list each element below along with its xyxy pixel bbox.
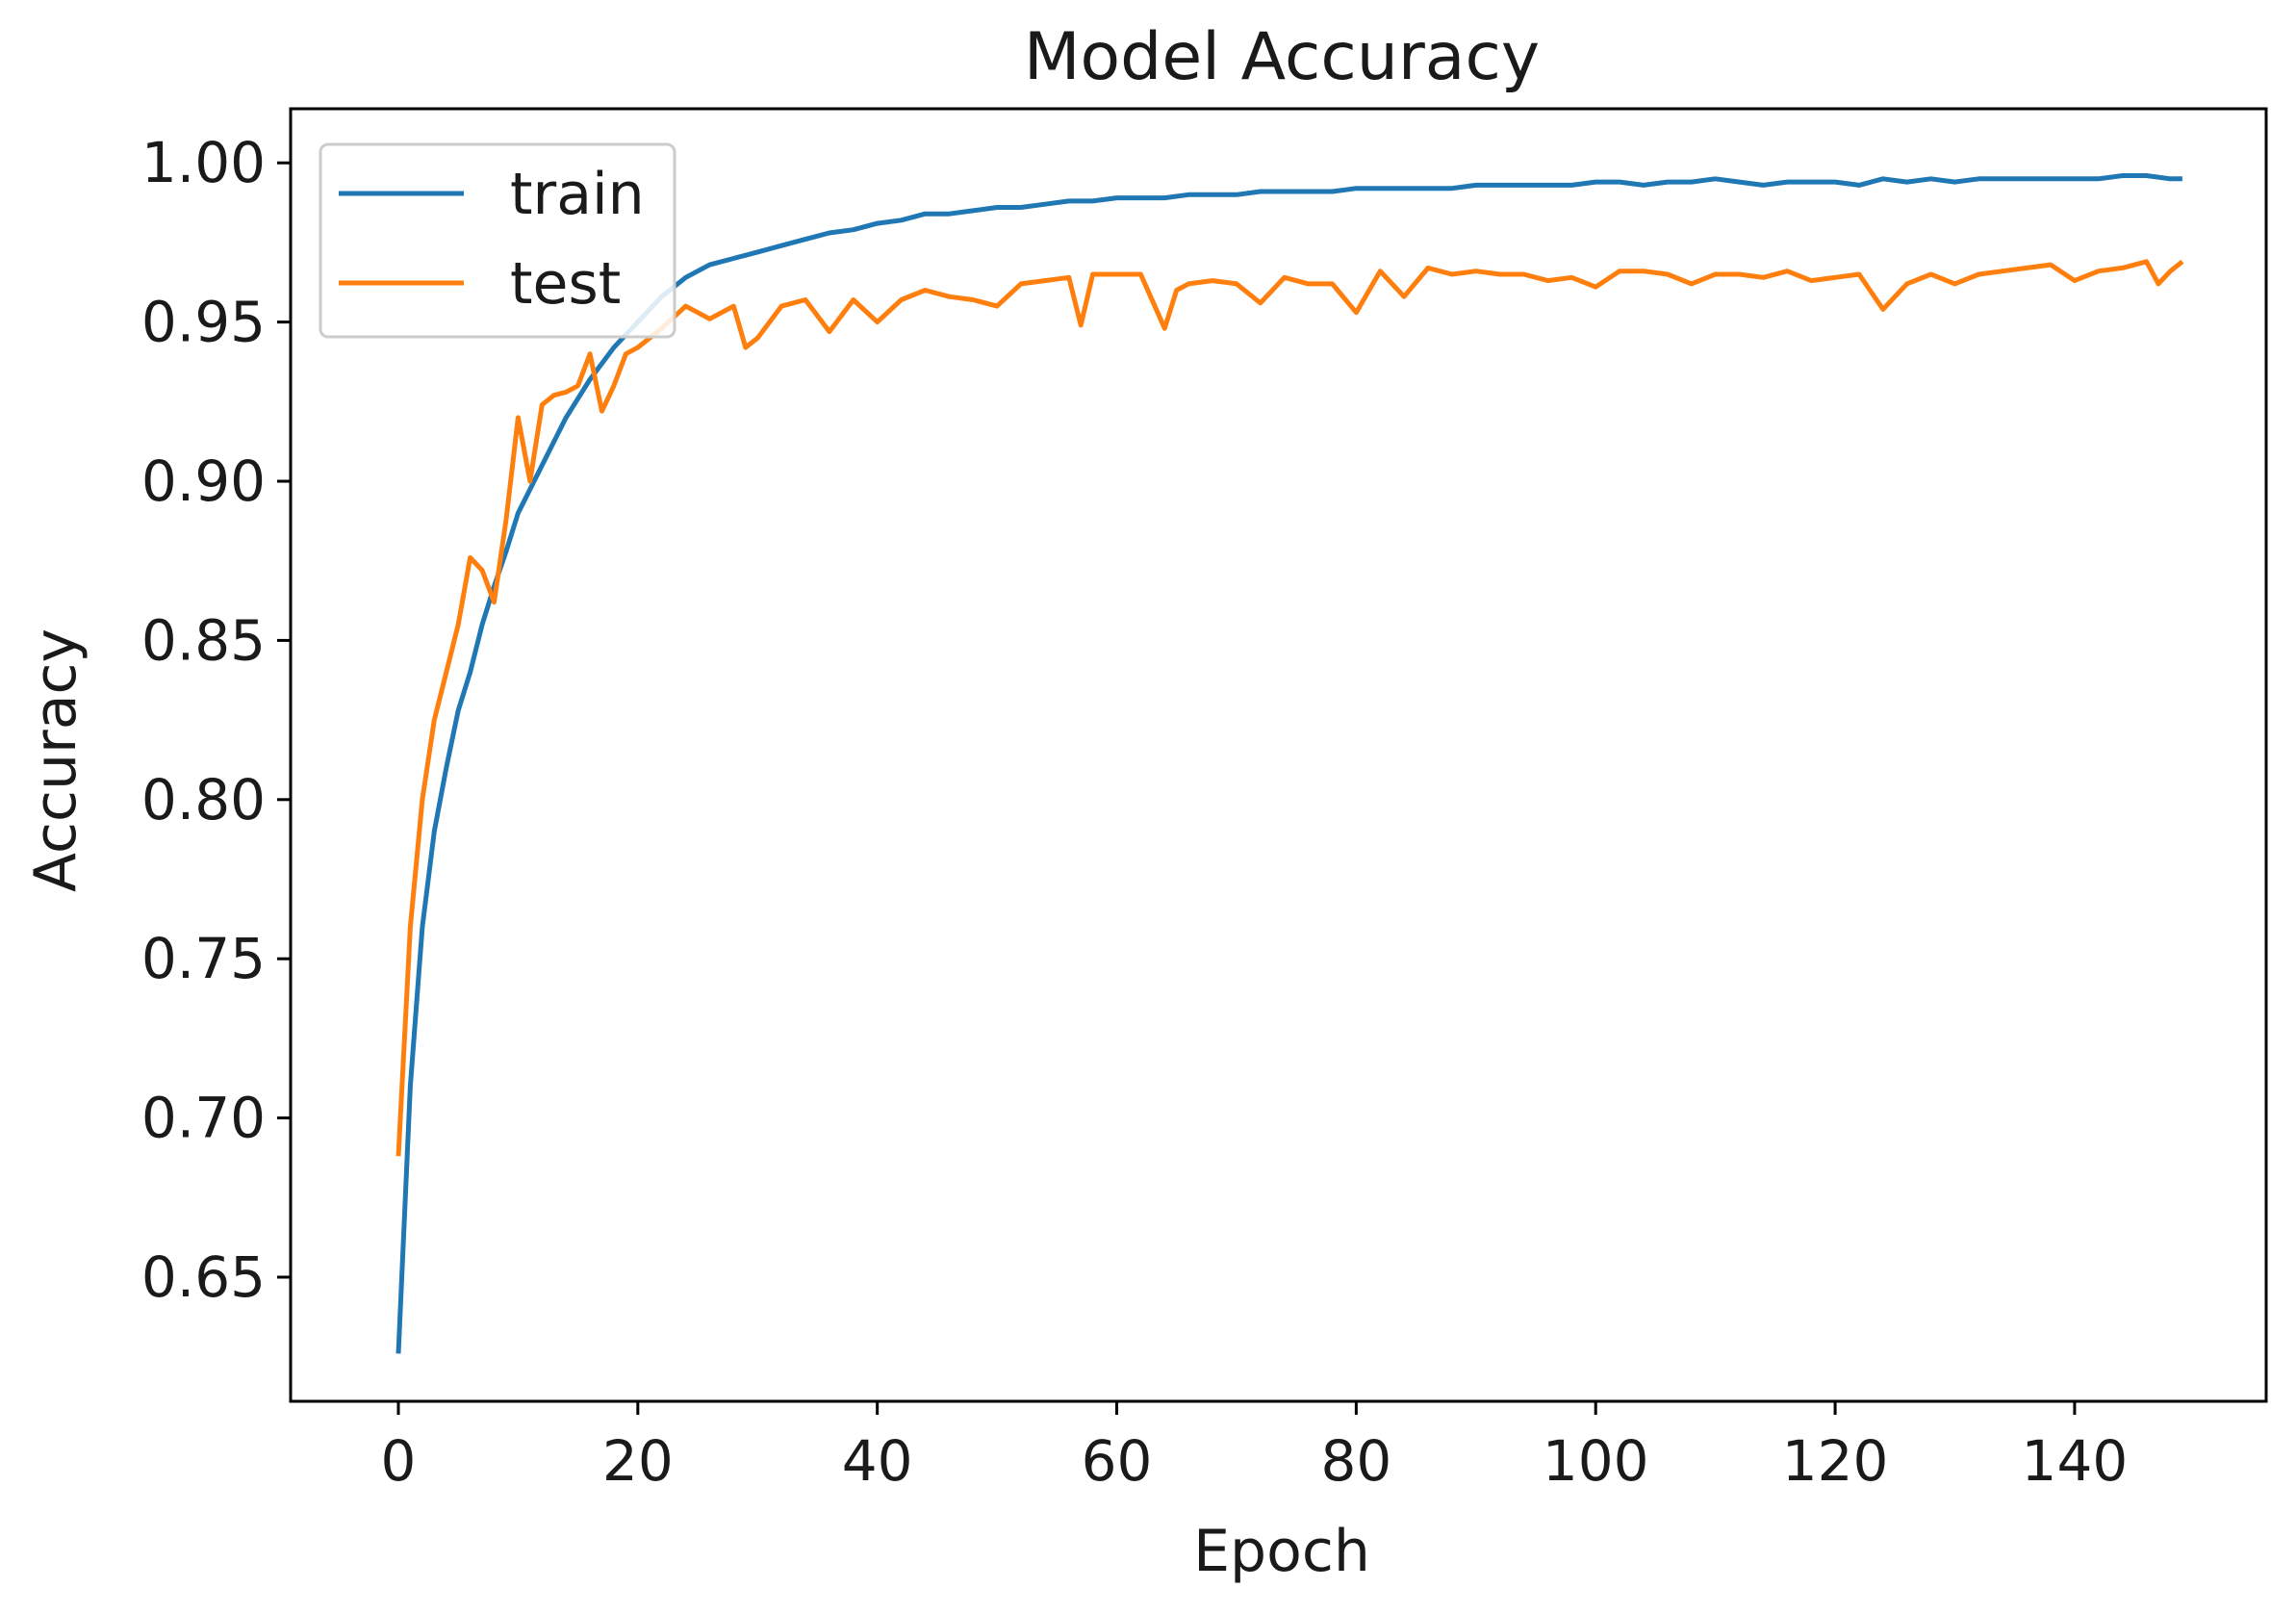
chart-title: Model Accuracy — [1024, 19, 1540, 95]
y-axis-label: Accuracy — [22, 628, 89, 892]
x-tick-label: 40 — [842, 1428, 913, 1494]
y-tick-label: 0.80 — [141, 767, 266, 833]
x-tick-label: 60 — [1082, 1428, 1153, 1494]
y-tick-label: 0.90 — [141, 448, 266, 514]
x-tick-label: 120 — [1782, 1428, 1889, 1494]
x-tick-label: 80 — [1320, 1428, 1391, 1494]
legend: train test — [319, 142, 676, 339]
legend-test-label: test — [510, 250, 621, 318]
x-tick-label: 100 — [1543, 1428, 1649, 1494]
x-axis-label: Epoch — [1193, 1518, 1370, 1585]
y-tick-label: 0.85 — [141, 607, 266, 673]
x-tick-label: 0 — [381, 1428, 417, 1494]
y-axis: 0.65 0.70 0.75 0.80 0.85 0.90 0.95 1.00 — [141, 130, 291, 1310]
y-tick-label: 0.75 — [141, 926, 266, 991]
series-line-train — [395, 173, 2182, 1354]
x-axis: 0 20 40 60 80 100 120 140 — [381, 1401, 2129, 1494]
y-tick-label: 0.95 — [141, 290, 266, 355]
y-tick-label: 0.65 — [141, 1244, 266, 1310]
legend-train-label: train — [510, 161, 645, 228]
y-tick-label: 1.00 — [141, 130, 266, 195]
x-tick-label: 140 — [2022, 1428, 2129, 1494]
y-tick-label: 0.70 — [141, 1086, 266, 1151]
series-line-test — [395, 259, 2184, 1157]
plot-frame — [289, 107, 2268, 1403]
x-tick-label: 20 — [602, 1428, 674, 1494]
series-lines — [395, 173, 2184, 1354]
